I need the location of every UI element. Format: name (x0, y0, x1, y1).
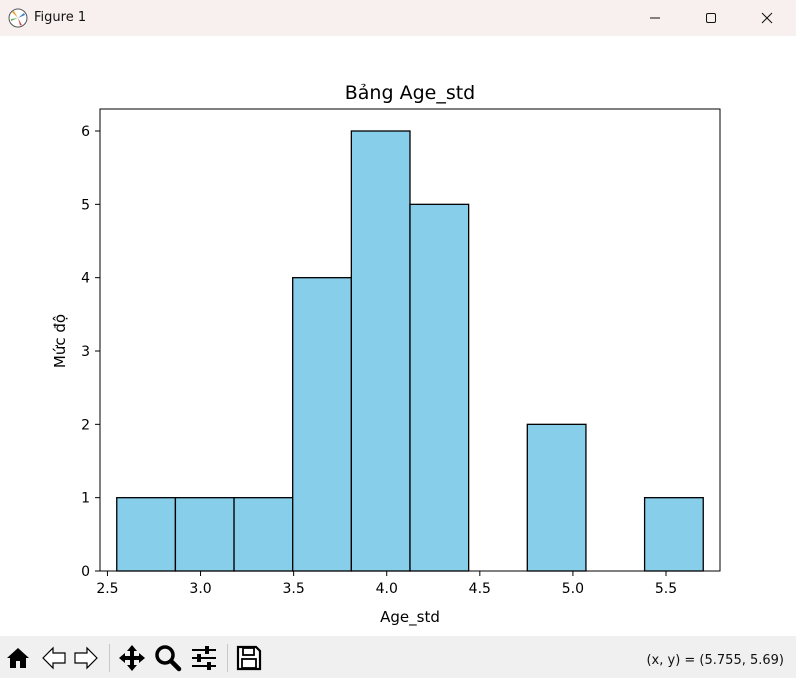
histogram-bar (409, 203, 470, 572)
histogram-bar (643, 497, 704, 572)
configure-subplots-button[interactable] (190, 644, 218, 672)
histogram-bar (292, 277, 353, 572)
window-titlebar: Figure 1 (0, 0, 796, 36)
histogram-bar (116, 497, 177, 572)
close-button[interactable] (744, 0, 790, 36)
bars-group (116, 130, 704, 572)
x-tick-label: 3.0 (189, 581, 211, 597)
back-button[interactable] (40, 644, 68, 672)
matplotlib-app-icon (8, 8, 28, 28)
y-tick-label: 4 (81, 271, 90, 287)
histogram-bar (350, 130, 411, 572)
save-icon (236, 645, 262, 671)
maximize-button[interactable] (688, 0, 734, 36)
x-tick-label: 4.0 (376, 581, 398, 597)
y-tick-label: 1 (81, 491, 90, 507)
y-tick-label: 0 (81, 564, 90, 580)
ticks-group: 2.5 3.0 3.5 4.0 4.5 5.0 5.5 0 1 2 3 4 5 6 (81, 124, 677, 597)
plot-frame (99, 108, 721, 572)
y-axis-label: Mức độ (51, 314, 69, 368)
chart-title: Bảng Age_std (345, 82, 475, 104)
navigation-toolbar: (x, y) = (5.755, 5.69) (0, 636, 796, 678)
x-tick-label: 5.0 (562, 581, 584, 597)
save-button[interactable] (235, 644, 263, 672)
figure-canvas[interactable]: Bảng Age_std Age_std Mức độ 2.5 3.0 3.5 4.0… (0, 36, 796, 636)
minimize-button[interactable] (632, 0, 678, 36)
window-title: Figure 1 (34, 10, 87, 25)
x-tick-label: 3.5 (283, 581, 305, 597)
x-tick-label: 4.5 (469, 581, 491, 597)
histogram-chart[interactable]: Bảng Age_std Age_std Mức độ 2.5 3.0 3.5 4.0… (0, 36, 796, 636)
forward-button[interactable] (72, 644, 100, 672)
toolbar-separator (227, 644, 228, 672)
histogram-bar (233, 497, 294, 572)
zoom-button[interactable] (154, 644, 182, 672)
x-tick-label: 5.5 (655, 581, 677, 597)
y-tick-label: 2 (81, 417, 90, 433)
histogram-bar (174, 497, 235, 572)
forward-icon (74, 646, 98, 670)
back-icon (42, 646, 66, 670)
cursor-coordinates: (x, y) = (5.755, 5.69) (646, 653, 784, 668)
close-icon (761, 12, 773, 24)
home-button[interactable] (4, 644, 32, 672)
configure-subplots-icon (192, 646, 216, 670)
home-icon (7, 648, 29, 668)
pan-button[interactable] (118, 644, 146, 672)
y-tick-label: 6 (81, 124, 90, 140)
x-axis-label: Age_std (380, 608, 440, 627)
pan-icon (119, 645, 145, 671)
zoom-icon (155, 645, 182, 672)
x-tick-label: 2.5 (96, 581, 118, 597)
maximize-icon (706, 13, 716, 23)
y-tick-label: 5 (81, 197, 90, 213)
minimize-icon (650, 17, 660, 19)
histogram-bar (526, 423, 587, 572)
toolbar-separator (109, 644, 110, 672)
y-tick-label: 3 (81, 344, 90, 360)
